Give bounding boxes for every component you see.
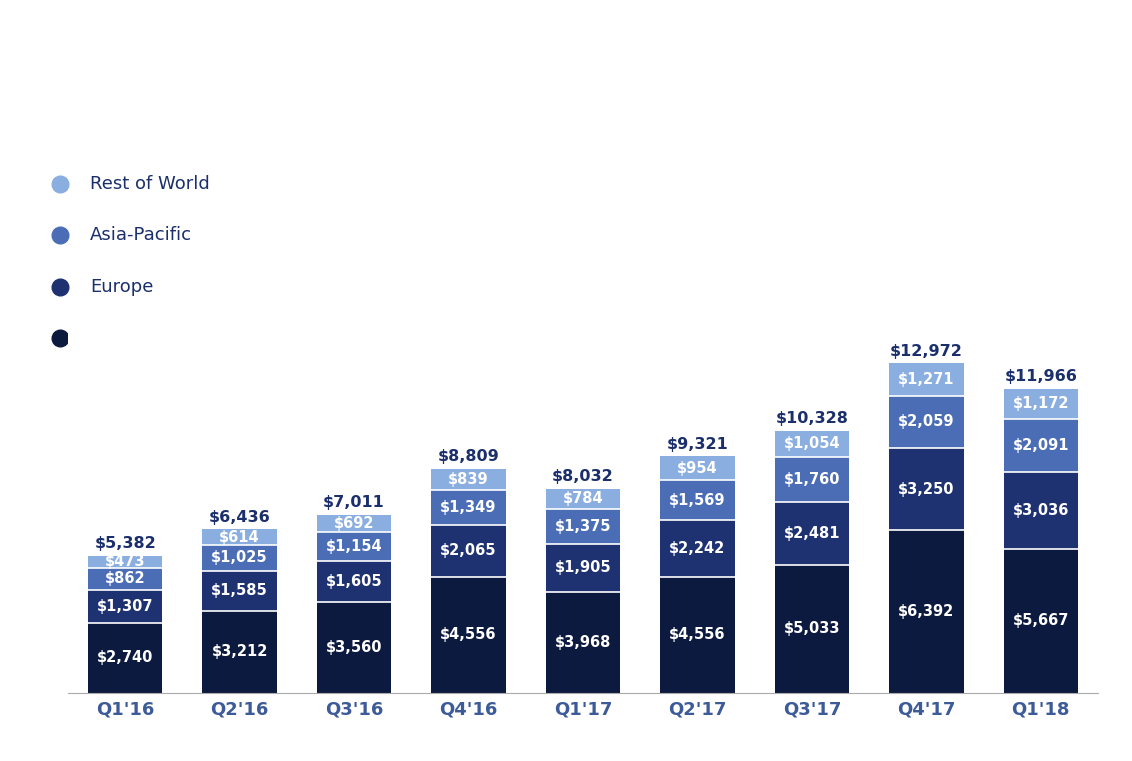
Text: $2,740: $2,740	[97, 650, 153, 665]
Bar	[889, 364, 963, 396]
Bar	[660, 520, 735, 577]
Bar	[774, 431, 849, 457]
Text: $1,271: $1,271	[898, 372, 954, 387]
Text: $1,025: $1,025	[212, 550, 268, 565]
Text: $1,605: $1,605	[326, 575, 383, 589]
Text: $3,968: $3,968	[555, 635, 611, 650]
Text: $784: $784	[563, 491, 603, 506]
Bar	[546, 592, 620, 693]
Text: $862: $862	[105, 572, 145, 587]
Bar	[203, 611, 277, 693]
Text: $2,242: $2,242	[669, 541, 726, 556]
Bar	[431, 577, 506, 693]
Text: $2,481: $2,481	[783, 526, 840, 541]
Text: Europe: Europe	[91, 278, 154, 296]
Bar	[889, 396, 963, 448]
Bar	[203, 571, 277, 611]
Bar	[660, 577, 735, 693]
Text: $1,569: $1,569	[669, 492, 726, 508]
Bar	[88, 568, 162, 590]
Bar	[1004, 472, 1078, 549]
Bar	[431, 524, 506, 577]
Text: $1,154: $1,154	[326, 540, 383, 554]
Text: $1,172: $1,172	[1012, 396, 1069, 412]
Text: $6,392: $6,392	[898, 604, 954, 619]
Bar	[317, 602, 392, 693]
Bar	[1004, 549, 1078, 693]
Bar	[660, 480, 735, 520]
Bar	[317, 514, 392, 532]
Bar	[774, 457, 849, 502]
Text: $3,250: $3,250	[898, 482, 954, 497]
Bar	[431, 490, 506, 524]
Text: $614: $614	[220, 530, 260, 545]
Text: $2,065: $2,065	[440, 543, 497, 559]
Text: $1,375: $1,375	[555, 518, 611, 533]
Bar	[546, 489, 620, 508]
Bar	[317, 532, 392, 562]
Bar	[774, 502, 849, 565]
Bar	[317, 562, 392, 602]
Text: $5,667: $5,667	[1013, 613, 1069, 628]
Text: $12,972: $12,972	[890, 344, 963, 359]
Bar	[88, 556, 162, 568]
Text: $6,436: $6,436	[208, 510, 271, 524]
Text: $1,349: $1,349	[440, 500, 497, 515]
Text: US & Canada: US & Canada	[91, 329, 209, 347]
Bar	[88, 590, 162, 623]
Text: $1,585: $1,585	[212, 584, 268, 598]
Text: $5,382: $5,382	[94, 537, 156, 552]
Bar	[203, 545, 277, 571]
Text: $5,033: $5,033	[783, 621, 840, 636]
Text: $7,011: $7,011	[324, 495, 385, 510]
Text: $473: $473	[105, 555, 145, 569]
Text: $9,321: $9,321	[667, 437, 728, 451]
Text: $1,760: $1,760	[783, 472, 840, 487]
Text: $4,556: $4,556	[669, 627, 726, 642]
Bar	[546, 543, 620, 592]
Bar	[1004, 419, 1078, 472]
Text: $8,809: $8,809	[438, 450, 499, 464]
Bar	[546, 508, 620, 543]
Text: $954: $954	[677, 460, 718, 476]
Text: In Millions: In Millions	[25, 100, 122, 119]
Text: $839: $839	[448, 472, 489, 487]
Text: $3,212: $3,212	[212, 645, 268, 659]
Text: $2,091: $2,091	[1012, 438, 1069, 453]
Text: $1,054: $1,054	[783, 436, 840, 451]
Bar	[774, 565, 849, 693]
Text: $11,966: $11,966	[1004, 369, 1078, 384]
Bar	[889, 448, 963, 530]
Text: Rest of World: Rest of World	[91, 175, 209, 193]
Bar	[1004, 389, 1078, 419]
Text: Revenue by User Geography: Revenue by User Geography	[25, 30, 960, 88]
Text: Asia-Pacific: Asia-Pacific	[91, 226, 192, 244]
Text: $3,036: $3,036	[1013, 503, 1069, 517]
Text: $692: $692	[334, 516, 375, 531]
Bar	[203, 529, 277, 545]
Bar	[660, 456, 735, 480]
Bar	[431, 469, 506, 490]
Text: $1,905: $1,905	[555, 560, 611, 575]
Text: $10,328: $10,328	[775, 411, 848, 426]
Text: $4,556: $4,556	[440, 627, 497, 642]
Text: $2,059: $2,059	[898, 414, 954, 429]
Bar	[889, 530, 963, 693]
Bar	[88, 623, 162, 693]
Text: $8,032: $8,032	[552, 470, 614, 484]
Text: $1,307: $1,307	[97, 599, 154, 614]
Text: $3,560: $3,560	[326, 640, 383, 655]
